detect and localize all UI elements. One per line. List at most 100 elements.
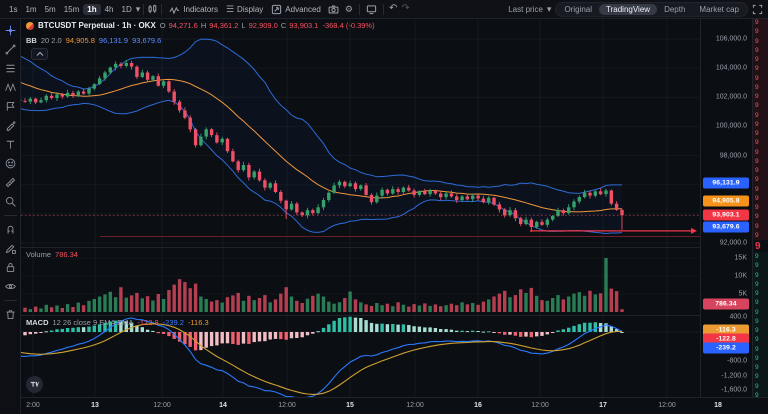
- xabcd-pattern-icon[interactable]: [4, 81, 17, 94]
- orderbook-bid-row[interactable]: 9: [753, 353, 768, 363]
- orderbook-last-price[interactable]: 9: [755, 240, 761, 252]
- interval-1D[interactable]: 1D: [121, 4, 132, 14]
- time-tick: 12:00: [531, 402, 549, 409]
- interval-4h[interactable]: 4h: [104, 4, 114, 14]
- interval-1h[interactable]: 1h: [83, 3, 101, 15]
- orderbook-ask-row[interactable]: 9: [753, 55, 768, 65]
- orderbook-ask-row[interactable]: 9: [753, 184, 768, 194]
- orderbook-bid-row[interactable]: 9: [753, 298, 768, 308]
- hide-drawings-icon[interactable]: [4, 280, 17, 293]
- axis-tick: 106,000.0: [715, 35, 747, 43]
- text-tool-icon[interactable]: [4, 138, 17, 151]
- last-price-label[interactable]: Last price: [508, 4, 543, 14]
- orderbook-ask-row[interactable]: 9: [753, 175, 768, 185]
- orderbook-bid-row[interactable]: 9: [753, 326, 768, 336]
- orderbook-ask-row[interactable]: 9: [753, 82, 768, 92]
- orderbook-ask-row[interactable]: 9: [753, 110, 768, 120]
- orderbook-ask-row[interactable]: 9: [753, 129, 768, 139]
- view-market-cap[interactable]: Market cap: [699, 4, 739, 14]
- trading-panel-icon[interactable]: [363, 4, 380, 15]
- crosshair-icon[interactable]: [4, 24, 17, 37]
- magnet-icon[interactable]: [4, 223, 17, 236]
- orderbook-ask-row[interactable]: 9: [753, 221, 768, 231]
- remove-drawings-icon[interactable]: [4, 308, 17, 321]
- orderbook-bid-row[interactable]: 9: [753, 381, 768, 391]
- orderbook-ask-row[interactable]: 9: [753, 64, 768, 74]
- orderbook-bid-row[interactable]: 9: [753, 372, 768, 382]
- orderbook-bid-row[interactable]: 9: [753, 261, 768, 271]
- advanced-icon: [271, 4, 282, 15]
- emoji-icon[interactable]: [4, 157, 17, 170]
- fullscreen-icon[interactable]: [752, 4, 763, 15]
- interval-15m[interactable]: 15m: [63, 4, 80, 14]
- undo-icon[interactable]: ↶: [388, 3, 398, 14]
- display-button[interactable]: ☰ Display: [222, 4, 267, 15]
- time-tick: 15: [346, 402, 354, 409]
- orderbook-ask-row[interactable]: 9: [753, 156, 768, 166]
- drawing-mode-icon[interactable]: [4, 242, 17, 255]
- interval-1s[interactable]: 1s: [9, 4, 18, 14]
- axis-tick: 104,000.0: [715, 64, 747, 72]
- orderbook-ask-row[interactable]: 9: [753, 203, 768, 213]
- orderbook-ask-row[interactable]: 9: [753, 45, 768, 55]
- lock-drawings-icon[interactable]: [4, 261, 17, 274]
- view-original[interactable]: Original: [564, 4, 593, 14]
- view-depth[interactable]: Depth: [664, 4, 686, 14]
- orderbook-bid-row[interactable]: 9: [753, 335, 768, 345]
- orderbook-bid-row[interactable]: 9: [753, 289, 768, 299]
- orderbook-ask-row[interactable]: 9: [753, 166, 768, 176]
- time-tick: 16: [474, 402, 482, 409]
- orderbook-ask-row[interactable]: 9: [753, 193, 768, 203]
- axis-tick: 400.0: [729, 313, 747, 321]
- orderbook-ask-row[interactable]: 9: [753, 212, 768, 222]
- camera-icon[interactable]: [325, 4, 342, 15]
- orderbook-bid-row[interactable]: 9: [753, 363, 768, 373]
- orderbook-bid-row[interactable]: 9: [753, 316, 768, 326]
- measure-ruler-icon[interactable]: [4, 176, 17, 189]
- orderbook-ask-row[interactable]: 9: [753, 36, 768, 46]
- rail-divider: [3, 300, 17, 301]
- orderbook-bid-row[interactable]: 9: [753, 390, 768, 397]
- orderbook-ask-row[interactable]: 9: [753, 18, 768, 28]
- orderbook-ask-row[interactable]: 9: [753, 119, 768, 129]
- orderbook-ask-row[interactable]: 9: [753, 101, 768, 111]
- interval-dropdown-caret-icon[interactable]: ▾: [135, 3, 141, 14]
- prediction-tool-icon[interactable]: [4, 100, 17, 113]
- orderbook-bid-row[interactable]: 9: [753, 307, 768, 317]
- interval-1m[interactable]: 1m: [25, 4, 37, 14]
- orderbook-ask-row[interactable]: 9: [753, 73, 768, 83]
- brush-icon[interactable]: [4, 119, 17, 132]
- ohlc-key: C: [280, 21, 287, 30]
- interval-5m[interactable]: 5m: [44, 4, 56, 14]
- price-axis[interactable]: 106,000.0 104,000.0 102,000.0 100,000.0 98,0…: [701, 18, 752, 397]
- view-tradingview[interactable]: TradingView: [599, 3, 658, 15]
- orderbook-ask-row[interactable]: 9: [753, 230, 768, 240]
- toolbar-divider: [382, 3, 384, 15]
- orderbook-bid-row[interactable]: 9: [753, 279, 768, 289]
- tradingview-logo[interactable]: [26, 376, 43, 393]
- orderbook-ask-row[interactable]: 9: [753, 27, 768, 37]
- orderbook-ask-row[interactable]: 9: [753, 138, 768, 148]
- orderbook-bid-row[interactable]: 9: [753, 270, 768, 280]
- orderbook-bid-row[interactable]: 9: [753, 252, 768, 262]
- time-tick: 2:00: [26, 402, 40, 409]
- settings-gear-icon[interactable]: ⚙: [344, 3, 353, 14]
- zoom-icon[interactable]: [4, 195, 17, 208]
- indicators-button[interactable]: Indicators: [165, 3, 222, 16]
- legend-collapse-button[interactable]: [31, 48, 48, 60]
- fib-retracement-icon[interactable]: [4, 62, 17, 75]
- trend-line-icon[interactable]: [4, 43, 17, 56]
- orderbook-ask-row[interactable]: 9: [753, 147, 768, 157]
- last-price-caret-icon[interactable]: ▾: [546, 3, 552, 14]
- orderbook-ask-row[interactable]: 9: [753, 92, 768, 102]
- interval-group: 1s 1m 5m 15m 1h 4h 1D: [5, 3, 136, 15]
- candle-style-icon[interactable]: [147, 4, 158, 15]
- advanced-button[interactable]: Advanced: [267, 3, 325, 16]
- orderbook-bid-row[interactable]: 9: [753, 344, 768, 354]
- time-tick: 12:00: [406, 402, 424, 409]
- time-axis[interactable]: 2:00 13 12:00 14 12:00 15 12:00 16 12:00 17 12:00 1…: [0, 397, 768, 414]
- axis-tick: -1,600.0: [721, 386, 747, 394]
